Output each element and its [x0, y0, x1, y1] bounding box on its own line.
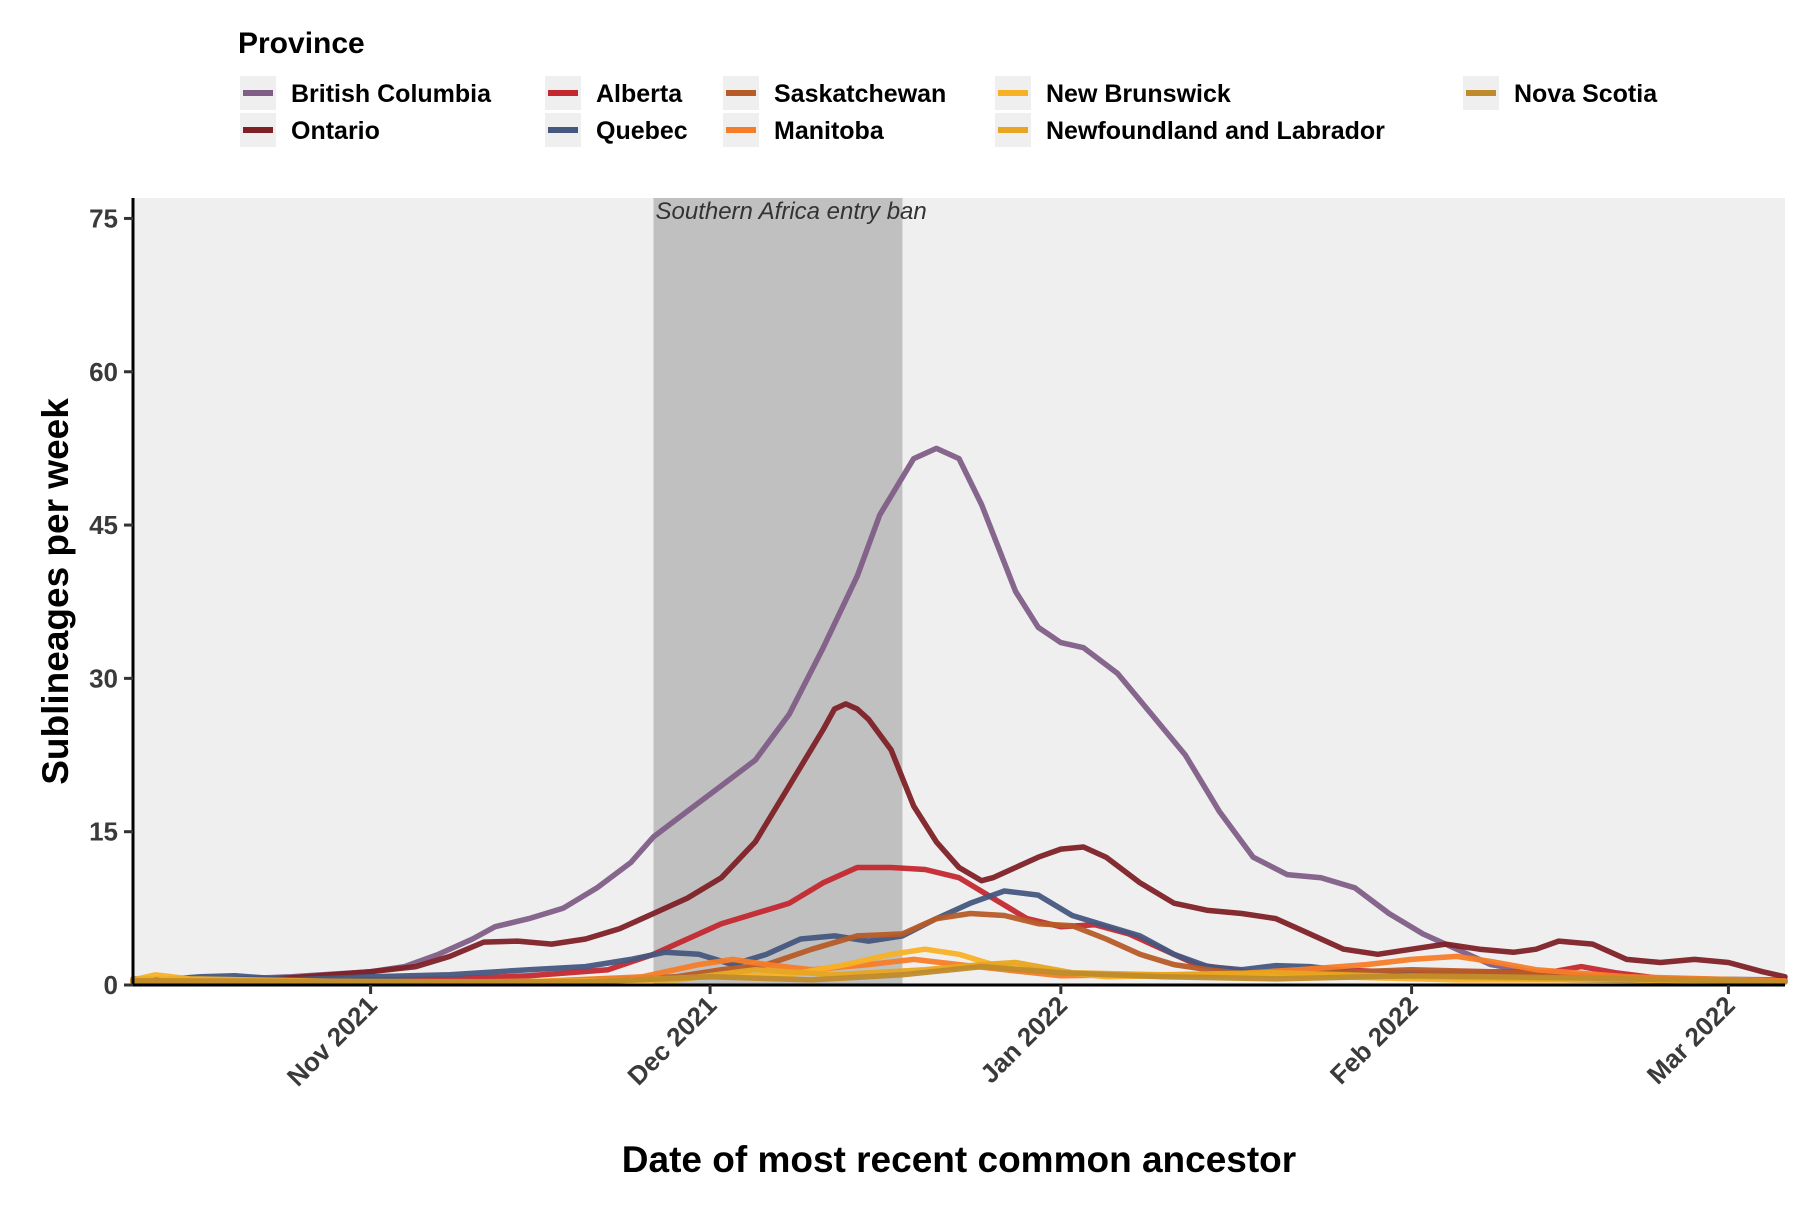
plot-panel [133, 198, 1785, 985]
legend-item: Saskatchewan [723, 76, 946, 110]
y-tick-label: 0 [104, 970, 118, 1000]
y-tick-label: 15 [89, 817, 118, 847]
legend: Province British Columbia Ontario Alberta Q… [238, 27, 1658, 147]
legend-label: British Columbia [291, 80, 492, 108]
legend-label: New Brunswick [1046, 80, 1231, 108]
legend-label: Saskatchewan [774, 80, 946, 108]
x-tick-label: Dec 2021 [621, 990, 722, 1091]
y-tick-label: 75 [89, 203, 118, 233]
x-tick-label: Nov 2021 [281, 990, 383, 1092]
legend-items: British Columbia Ontario Alberta Quebec Sask… [240, 76, 1658, 147]
legend-item: Ontario [240, 113, 380, 147]
y-tick-label: 30 [89, 663, 118, 693]
annotation-label: Southern Africa entry ban [655, 198, 926, 225]
legend-label: Nova Scotia [1514, 80, 1658, 108]
legend-item: New Brunswick [995, 76, 1231, 110]
x-axis-title: Date of most recent common ancestor [622, 1139, 1296, 1180]
y-tick-label: 45 [89, 510, 118, 540]
y-axis: 0 15 30 45 60 75 [89, 198, 135, 1000]
x-axis: Nov 2021 Dec 2021 Jan 2022 Feb 2022 Mar 2022 [133, 983, 1785, 1092]
x-tick-label: Mar 2022 [1641, 990, 1741, 1090]
legend-item: British Columbia [240, 76, 492, 110]
series-line-ontario [130, 701, 1788, 984]
y-axis-title: Sublineages per week [35, 398, 76, 785]
x-tick-label: Feb 2022 [1324, 990, 1424, 1090]
legend-label: Newfoundland and Labrador [1046, 117, 1385, 145]
legend-item: Quebec [545, 113, 688, 147]
series-line-british-columbia [130, 445, 1788, 983]
legend-item: Newfoundland and Labrador [995, 113, 1385, 147]
legend-item: Nova Scotia [1463, 76, 1658, 110]
legend-label: Manitoba [774, 117, 885, 145]
series-lines [130, 445, 1788, 985]
annotation-band [653, 198, 903, 985]
legend-label: Alberta [596, 80, 683, 108]
x-tick-label: Jan 2022 [974, 990, 1073, 1089]
legend-item: Manitoba [723, 113, 885, 147]
legend-label: Quebec [596, 117, 688, 145]
series-line-nova-scotia [130, 963, 1788, 985]
legend-item: Alberta [545, 76, 683, 110]
legend-label: Ontario [291, 117, 380, 145]
y-tick-label: 60 [89, 357, 118, 387]
legend-title: Province [238, 27, 365, 60]
